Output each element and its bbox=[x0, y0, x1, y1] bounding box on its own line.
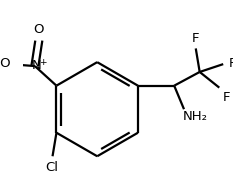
Text: F: F bbox=[223, 91, 230, 104]
Text: Cl: Cl bbox=[45, 161, 58, 174]
Text: −O: −O bbox=[0, 57, 11, 70]
Text: O: O bbox=[34, 23, 44, 36]
Text: N: N bbox=[32, 59, 42, 72]
Text: NH₂: NH₂ bbox=[182, 110, 207, 123]
Text: F: F bbox=[192, 32, 199, 45]
Text: F: F bbox=[229, 57, 233, 70]
Text: +: + bbox=[39, 58, 46, 67]
